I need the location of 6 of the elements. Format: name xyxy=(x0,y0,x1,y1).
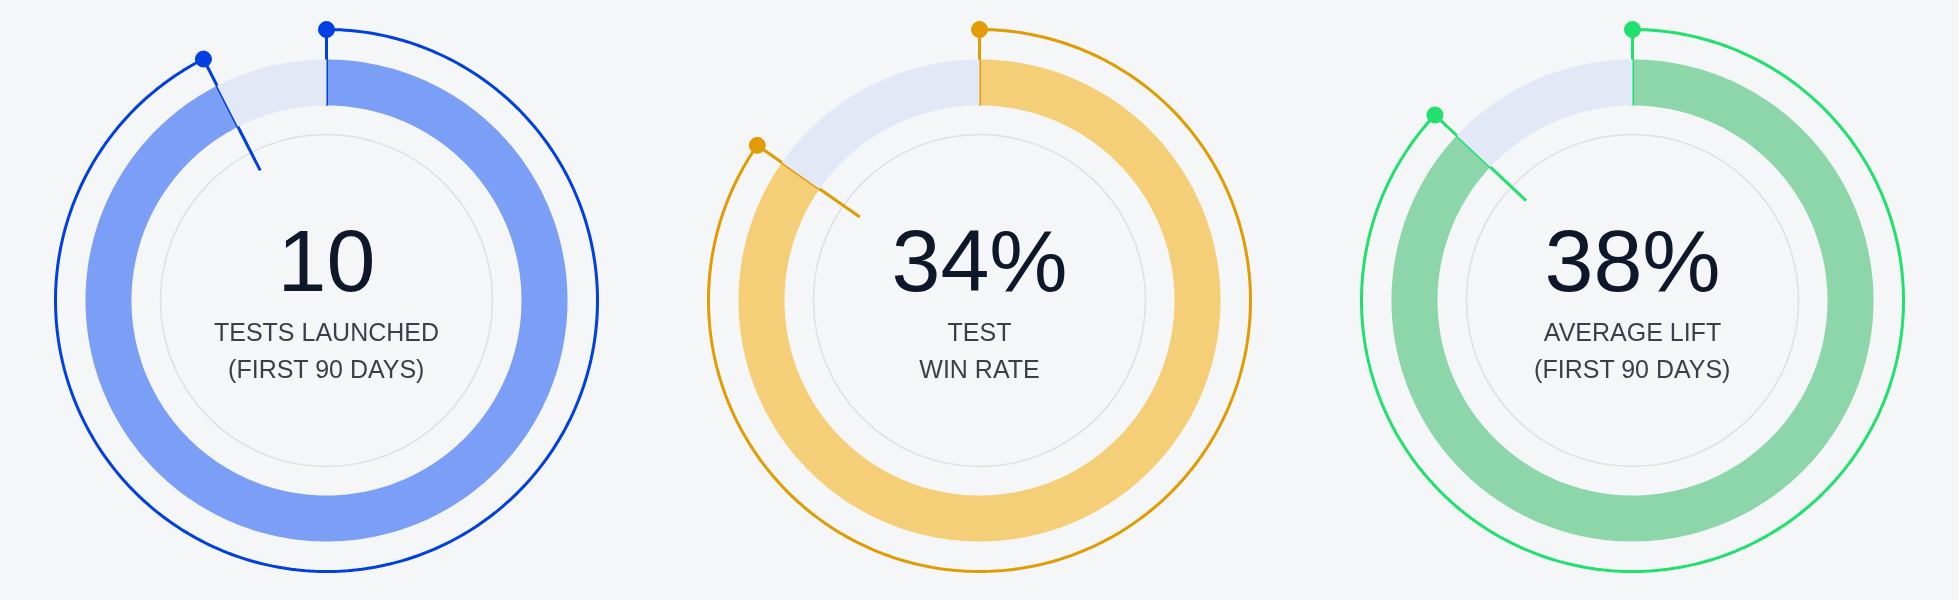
text: 34% xyxy=(891,211,1068,310)
text: TEST WIN RATE xyxy=(919,318,1040,383)
text: TESTS LAUNCHED (FIRST 90 DAYS) xyxy=(213,318,440,383)
text: 10 xyxy=(277,210,376,310)
text: 38% xyxy=(1544,211,1721,310)
text: AVERAGE LIFT (FIRST 90 DAYS) xyxy=(1534,318,1731,383)
